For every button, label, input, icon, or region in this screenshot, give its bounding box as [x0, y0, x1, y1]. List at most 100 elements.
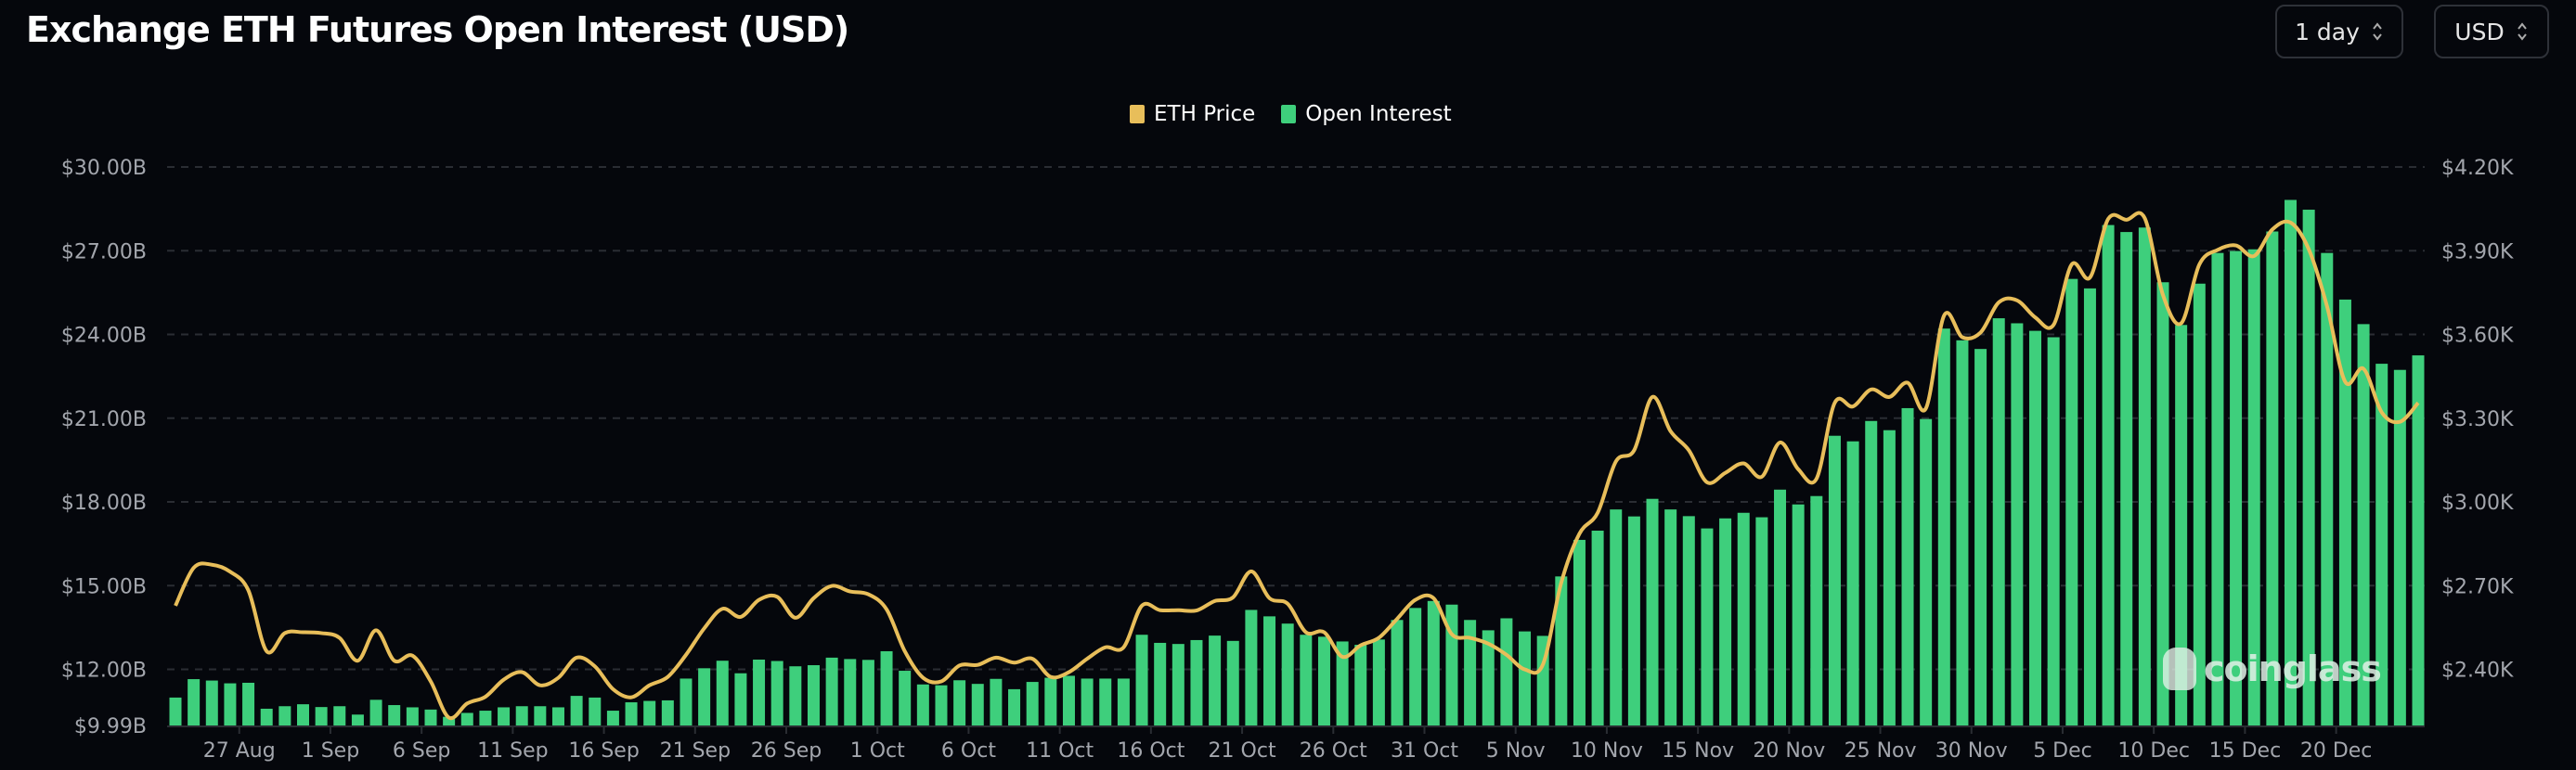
- x-axis: 27 Aug 1 Sep 6 Sep 11 Sep 16 Sep 21 Sep 26 Sep…: [203, 726, 2372, 763]
- open-interest-bar: [1336, 641, 1349, 725]
- period-select[interactable]: 1 day: [2275, 5, 2403, 58]
- open-interest-bar: [2083, 288, 2096, 725]
- open-interest-bar: [698, 668, 711, 725]
- open-interest-bar: [1300, 635, 1313, 725]
- open-interest-bar: [953, 680, 966, 725]
- x-axis-tick-label: 26 Oct: [1300, 739, 1367, 763]
- right-axis-tick-label: $2.70K: [2441, 575, 2514, 598]
- x-axis-tick-label: 31 Oct: [1391, 739, 1458, 763]
- eth-price-line-path: [174, 211, 2420, 721]
- open-interest-bar: [990, 678, 1003, 725]
- chart-legend: ETH Price Open Interest: [1130, 102, 1452, 126]
- open-interest-bar: [2211, 252, 2224, 725]
- open-interest-bar: [2156, 282, 2169, 725]
- open-interest-bar: [2321, 252, 2334, 725]
- open-interest-bar: [2193, 283, 2206, 725]
- open-interest-bar: [260, 708, 273, 725]
- open-interest-bar: [2047, 337, 2060, 725]
- x-axis-tick-label: 10 Nov: [1571, 739, 1643, 763]
- open-interest-bar: [1245, 610, 1258, 725]
- x-axis-tick-label: 16 Oct: [1117, 739, 1184, 763]
- open-interest-bar: [224, 683, 237, 725]
- open-interest-bar: [1755, 517, 1768, 725]
- open-interest-bar: [1555, 576, 1568, 725]
- open-interest-bar: [1828, 435, 1841, 725]
- open-interest-bar: [1354, 645, 1367, 725]
- unit-select-value: USD: [2454, 18, 2505, 45]
- open-interest-bar: [770, 661, 783, 725]
- x-axis-tick-label: 1 Oct: [850, 739, 905, 763]
- open-interest-bar: [1737, 512, 1750, 725]
- x-axis-tick-label: 25 Nov: [1845, 739, 1917, 763]
- open-interest-bar: [1792, 504, 1805, 725]
- legend-open-interest[interactable]: Open Interest: [1281, 102, 1452, 126]
- x-axis-tick-label: 15 Dec: [2209, 739, 2282, 763]
- open-interest-bar: [880, 650, 893, 725]
- open-interest-bar: [1883, 430, 1896, 725]
- open-interest-bar: [169, 697, 182, 725]
- right-axis-tick-label: $2.40K: [2441, 660, 2514, 683]
- open-interest-bar: [916, 684, 929, 725]
- chevron-up-down-icon: [2373, 22, 2382, 41]
- open-interest-bar: [625, 702, 638, 725]
- open-interest-bar: [861, 660, 874, 725]
- open-interest-bar: [351, 714, 364, 725]
- open-interest-bar: [1974, 349, 1987, 725]
- open-interest-bar: [1992, 318, 2005, 725]
- x-axis-tick-label: 10 Dec: [2117, 739, 2190, 763]
- open-interest-bar: [2375, 364, 2388, 725]
- x-axis-tick-label: 15 Nov: [1662, 739, 1734, 763]
- open-interest-bar: [716, 661, 729, 725]
- open-interest-bar: [1701, 528, 1714, 725]
- open-interest-bar: [1026, 682, 1039, 725]
- open-interest-bar: [1062, 675, 1075, 725]
- open-interest-bar: [807, 665, 820, 725]
- legend-eth-price[interactable]: ETH Price: [1130, 102, 1255, 126]
- right-axis-tick-label: $4.20K: [2441, 157, 2514, 180]
- open-interest-bar: [1810, 495, 1823, 725]
- open-interest-bar: [1281, 623, 1294, 725]
- x-axis-tick-label: 27 Aug: [203, 739, 276, 763]
- open-interest-bar: [1154, 642, 1167, 725]
- open-interest-bar: [1482, 630, 1495, 725]
- open-interest-bar: [789, 666, 802, 725]
- coinglass-watermark: coinglass: [2163, 648, 2382, 690]
- open-interest-bar: [2175, 325, 2188, 725]
- x-axis-tick-label: 26 Sep: [751, 739, 822, 763]
- open-interest-bar: [1627, 516, 1640, 725]
- left-axis-tick-label: $24.00B: [61, 325, 147, 348]
- unit-select[interactable]: USD: [2434, 5, 2549, 58]
- period-select-value: 1 day: [2295, 18, 2360, 45]
- watermark-text: coinglass: [2204, 648, 2382, 689]
- x-axis-tick-label: 6 Sep: [393, 739, 450, 763]
- open-interest-bar: [1117, 678, 1130, 725]
- open-interest-bar: [2266, 231, 2279, 726]
- open-interest-bar: [680, 678, 693, 725]
- open-interest-bar: [1135, 635, 1148, 725]
- left-axis-tick-label: $27.00B: [61, 240, 147, 263]
- x-axis-tick-label: 21 Sep: [660, 739, 731, 763]
- open-interest-bar: [2138, 227, 2151, 725]
- open-interest-bar: [1774, 489, 1787, 725]
- open-interest-bar: [1664, 509, 1677, 725]
- open-interest-bar: [551, 707, 564, 725]
- legend-label: ETH Price: [1154, 102, 1256, 126]
- open-interest-bar: [2247, 249, 2260, 725]
- open-interest-bar: [1427, 600, 1440, 725]
- open-interest-bar: [1317, 636, 1330, 725]
- x-axis-tick-label: 5 Dec: [2033, 739, 2092, 763]
- open-interest-bar: [1409, 608, 1422, 725]
- open-interest-bar: [753, 659, 766, 725]
- right-axis: $2.40K $2.70K $3.00K $3.30K $3.60K $3.90K $4.2…: [2441, 157, 2514, 683]
- open-interest-bar: [369, 699, 382, 725]
- open-interest-bars: [169, 199, 2425, 726]
- open-interest-bar: [899, 671, 912, 725]
- left-axis-tick-label: $12.00B: [61, 660, 147, 683]
- open-interest-bar: [1610, 509, 1623, 725]
- open-interest-bar: [2029, 330, 2042, 725]
- open-interest-bar: [333, 706, 346, 725]
- open-interest-bar: [1099, 678, 1112, 725]
- open-interest-bar: [1865, 420, 1878, 725]
- x-axis-tick-label: 20 Nov: [1753, 739, 1825, 763]
